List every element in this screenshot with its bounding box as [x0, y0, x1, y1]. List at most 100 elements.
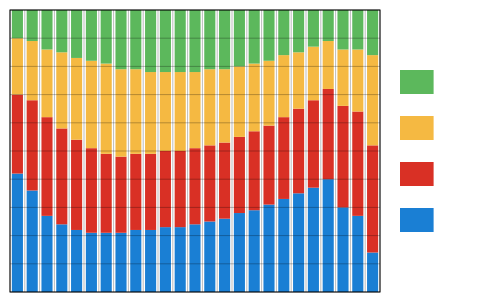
legend-swatch [400, 70, 434, 94]
category-separator [261, 10, 262, 292]
bar-segment [86, 10, 97, 61]
bar-segment [41, 117, 52, 216]
bar-segment [308, 100, 319, 187]
legend-swatch [400, 208, 434, 232]
grid-line [10, 151, 380, 152]
category-separator [69, 10, 70, 292]
bar-segment [71, 140, 82, 230]
bar-segment [101, 64, 112, 154]
category-separator [187, 10, 188, 292]
bar-segment [367, 10, 378, 55]
bar-segment [71, 230, 82, 292]
category-separator [350, 10, 351, 292]
bar-segment [175, 227, 186, 292]
bar-segment [86, 233, 97, 292]
bar-segment [175, 10, 186, 72]
bar-segment [204, 222, 215, 293]
bar-segment [130, 10, 141, 69]
category-separator [365, 10, 366, 292]
category-separator [172, 10, 173, 292]
bar-segment [175, 72, 186, 151]
bar-segment [27, 100, 38, 190]
bar-segment [145, 10, 156, 72]
bar-segment [204, 69, 215, 145]
category-separator [143, 10, 144, 292]
bar-segment [101, 233, 112, 292]
bar-segment [41, 49, 52, 117]
bar-segment [367, 253, 378, 292]
bar-segment [160, 10, 171, 72]
category-separator [54, 10, 55, 292]
bar-segment [71, 58, 82, 140]
bar-segment [115, 69, 126, 156]
bar-segment [71, 10, 82, 58]
bar-segment [160, 72, 171, 151]
bar-segment [278, 10, 289, 55]
bar-segment [204, 10, 215, 69]
grid [10, 10, 380, 292]
category-separator [306, 10, 307, 292]
bar-segment [337, 49, 348, 105]
bar-segment [115, 157, 126, 233]
bar-segment [86, 148, 97, 233]
bar-segment [337, 207, 348, 292]
bar-segment [293, 193, 304, 292]
bar-segment [367, 145, 378, 252]
bar-segment [234, 213, 245, 292]
legend-swatch [400, 162, 434, 186]
category-separator [24, 10, 25, 292]
grid-line [10, 122, 380, 123]
bar-segment [263, 61, 274, 126]
bar-segment [160, 227, 171, 292]
bar-segment [145, 230, 156, 292]
grid-line [10, 263, 380, 264]
bar-segment [278, 199, 289, 292]
bar-segment [219, 69, 230, 142]
bar-segment [352, 112, 363, 216]
category-separator [113, 10, 114, 292]
bar-segment [219, 10, 230, 69]
grid-line [10, 179, 380, 180]
bar-segment [115, 233, 126, 292]
chart [0, 0, 496, 302]
bar-segment [249, 131, 260, 210]
bar-segment [189, 10, 200, 72]
category-separator [320, 10, 321, 292]
grid-line [10, 207, 380, 208]
bar-segment [263, 10, 274, 61]
bar-segment [189, 72, 200, 148]
plot-frame [10, 10, 380, 292]
bar-segment [234, 137, 245, 213]
bar-segment [323, 41, 334, 89]
category-separator [84, 10, 85, 292]
bar-segment [263, 126, 274, 205]
bar-segment [145, 72, 156, 154]
bar-segment [352, 216, 363, 292]
bar-segment [115, 10, 126, 69]
bar-segment [27, 10, 38, 41]
bar-segment [293, 10, 304, 52]
grid-line [10, 235, 380, 236]
bar-segment [130, 69, 141, 154]
bar-segment [145, 154, 156, 230]
bar-segment [101, 10, 112, 64]
category-separator [232, 10, 233, 292]
bar-segment [189, 224, 200, 292]
category-separator [276, 10, 277, 292]
grid-line [10, 66, 380, 67]
category-separator [246, 10, 247, 292]
bar-segment [293, 52, 304, 108]
bar-segment [86, 61, 97, 148]
bar-segment [249, 64, 260, 132]
bar-segment [308, 188, 319, 292]
grid-line [10, 94, 380, 95]
bar-segment [27, 190, 38, 292]
bar-segment [12, 10, 23, 38]
category-separator [98, 10, 99, 292]
bar-segment [204, 145, 215, 221]
bar-segment [41, 216, 52, 292]
bar-segment [27, 41, 38, 100]
category-separator [39, 10, 40, 292]
bar-segment [308, 47, 319, 101]
category-separator [335, 10, 336, 292]
